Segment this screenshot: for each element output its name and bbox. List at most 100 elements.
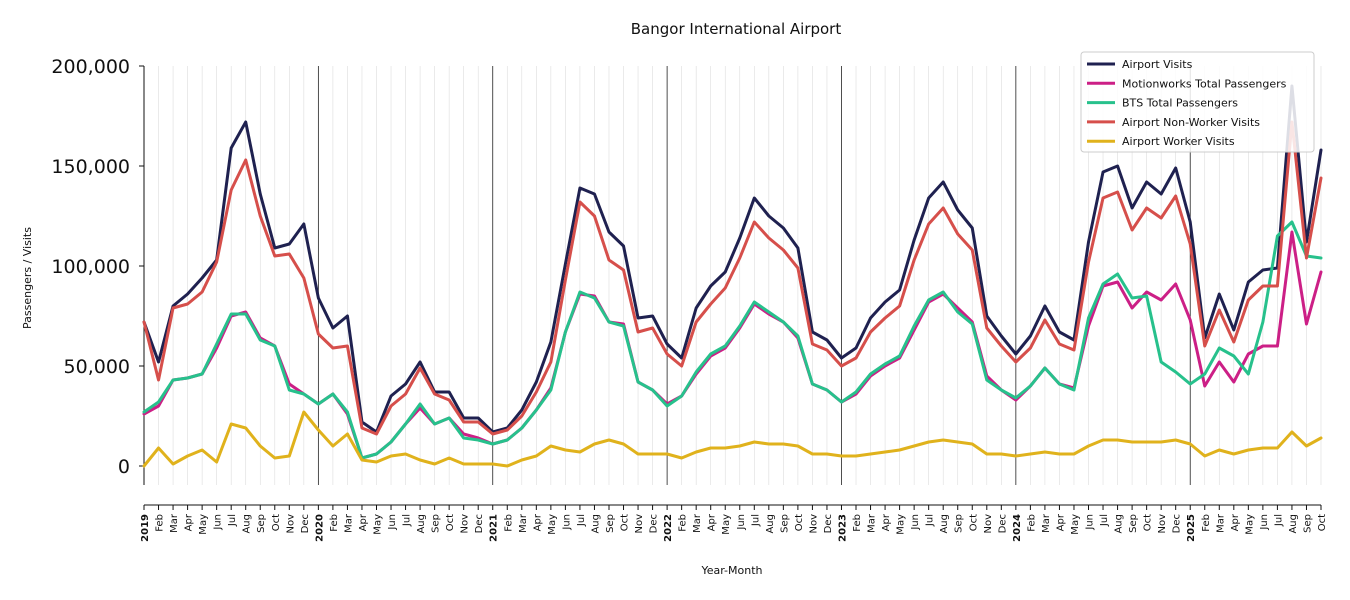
legend-label: Airport Non-Worker Visits bbox=[1122, 116, 1260, 129]
x-tick-label: Sep bbox=[605, 514, 616, 533]
x-tick-label: May bbox=[1244, 514, 1255, 535]
x-tick-label: Jul bbox=[402, 514, 413, 527]
x-tick-label: Feb bbox=[1201, 514, 1212, 532]
x-tick-label: Nov bbox=[1157, 514, 1168, 534]
x-tick-label: Jun bbox=[387, 514, 398, 531]
x-tick-label: Mar bbox=[518, 513, 529, 533]
x-tick-label: 2025 bbox=[1186, 514, 1197, 542]
x-tick-label: Dec bbox=[997, 514, 1008, 533]
x-tick-label: Oct bbox=[620, 514, 631, 531]
y-axis-label: Passengers / Visits bbox=[21, 227, 34, 329]
x-tick-label: Apr bbox=[358, 513, 369, 531]
x-tick-label: Nov bbox=[634, 514, 645, 534]
x-tick-label: 2024 bbox=[1012, 514, 1023, 542]
x-tick-label: May bbox=[372, 514, 383, 535]
legend-label: BTS Total Passengers bbox=[1122, 97, 1238, 110]
x-tick-label: Aug bbox=[242, 514, 253, 534]
x-tick-label: Apr bbox=[1055, 513, 1066, 531]
legend-label: Airport Visits bbox=[1122, 58, 1193, 71]
x-tick-label: May bbox=[198, 514, 209, 535]
x-tick-label: Feb bbox=[503, 514, 514, 532]
x-tick-label: Jun bbox=[910, 514, 921, 531]
x-tick-label: Dec bbox=[649, 514, 660, 533]
x-tick-label: Oct bbox=[1317, 514, 1328, 531]
x-tick-label: Feb bbox=[678, 514, 689, 532]
y-tick-label: 0 bbox=[118, 456, 130, 478]
x-tick-label: Mar bbox=[169, 513, 180, 533]
series-line bbox=[142, 120, 1323, 436]
x-tick-label: Jul bbox=[227, 514, 238, 527]
x-tick-label: Mar bbox=[343, 513, 354, 533]
x-tick-label: Oct bbox=[968, 514, 979, 531]
x-tick-label: Sep bbox=[1302, 514, 1313, 533]
x-tick-label: Sep bbox=[954, 514, 965, 533]
x-tick-label: May bbox=[1070, 514, 1081, 535]
y-tick-label: 50,000 bbox=[64, 356, 130, 378]
x-tick-label: Jun bbox=[213, 514, 224, 531]
x-tick-label: May bbox=[896, 514, 907, 535]
x-tick-label: Jun bbox=[736, 514, 747, 531]
x-tick-label: Feb bbox=[155, 514, 166, 532]
x-tick-label: Oct bbox=[445, 514, 456, 531]
x-tick-label: 2023 bbox=[837, 514, 848, 542]
x-tick-label: Mar bbox=[1215, 513, 1226, 533]
x-tick-label: Jul bbox=[1273, 514, 1284, 527]
x-tick-label: Nov bbox=[808, 514, 819, 534]
x-tick-label: Mar bbox=[1041, 513, 1052, 533]
x-tick-label: Aug bbox=[590, 514, 601, 534]
x-tick-label: Apr bbox=[707, 513, 718, 531]
x-tick-label: Feb bbox=[1026, 514, 1037, 532]
x-tick-label: Nov bbox=[460, 514, 471, 534]
x-tick-label: May bbox=[547, 514, 558, 535]
x-tick-label: Jun bbox=[561, 514, 572, 531]
legend-box bbox=[1080, 51, 1315, 153]
chart-title: Bangor International Airport bbox=[631, 20, 842, 38]
x-tick-label: Oct bbox=[271, 514, 282, 531]
x-tick-label: Dec bbox=[300, 514, 311, 533]
x-tick-label: Aug bbox=[1114, 514, 1125, 534]
x-tick-label: Jul bbox=[750, 514, 761, 527]
x-tick-label: Mar bbox=[867, 513, 878, 533]
x-tick-label: Aug bbox=[416, 514, 427, 534]
x-tick-label: Apr bbox=[532, 513, 543, 531]
series-line bbox=[142, 230, 1323, 460]
x-tick-label: Nov bbox=[285, 514, 296, 534]
x-tick-label: Oct bbox=[1143, 514, 1154, 531]
x-tick-label: Feb bbox=[852, 514, 863, 532]
x-tick-label: Aug bbox=[765, 514, 776, 534]
legend: Airport Visits Motionworks Total Passenge… bbox=[1080, 51, 1315, 153]
x-tick-label: Jun bbox=[1085, 514, 1096, 531]
x-tick-label: Dec bbox=[474, 514, 485, 533]
x-tick-label: Jul bbox=[576, 514, 587, 527]
x-tick-label: Jul bbox=[925, 514, 936, 527]
x-tick-label: Sep bbox=[256, 514, 267, 533]
x-tick-label: 2020 bbox=[314, 514, 325, 542]
x-tick-label: Apr bbox=[881, 513, 892, 531]
series-layer bbox=[142, 84, 1323, 468]
x-tick-label: May bbox=[721, 514, 732, 535]
x-tick-label: Aug bbox=[939, 514, 950, 534]
x-tick-label: Nov bbox=[983, 514, 994, 534]
x-tick-label: Sep bbox=[779, 514, 790, 533]
x-tick-label: 2022 bbox=[663, 514, 674, 542]
x-tick-label: Dec bbox=[1172, 514, 1183, 533]
legend-label: Airport Worker Visits bbox=[1122, 135, 1235, 148]
series-line bbox=[142, 220, 1323, 460]
x-tick-label: 2021 bbox=[489, 514, 500, 542]
x-tick-label: 2019 bbox=[140, 514, 151, 542]
x-tick-label: Feb bbox=[329, 514, 340, 532]
legend-label: Motionworks Total Passengers bbox=[1122, 77, 1287, 90]
y-tick-label: 100,000 bbox=[51, 256, 130, 278]
y-tick-label: 200,000 bbox=[51, 56, 130, 78]
x-tick-label: Jun bbox=[1259, 514, 1270, 531]
x-tick-label: Apr bbox=[184, 513, 195, 531]
x-tick-label: Aug bbox=[1288, 514, 1299, 534]
x-tick-label: Mar bbox=[692, 513, 703, 533]
x-axis-label: Year-Month bbox=[700, 564, 762, 577]
x-tick-label: Apr bbox=[1230, 513, 1241, 531]
y-tick-label: 150,000 bbox=[51, 156, 130, 178]
x-tick-label: Jul bbox=[1099, 514, 1110, 527]
x-tick-label: Sep bbox=[431, 514, 442, 533]
